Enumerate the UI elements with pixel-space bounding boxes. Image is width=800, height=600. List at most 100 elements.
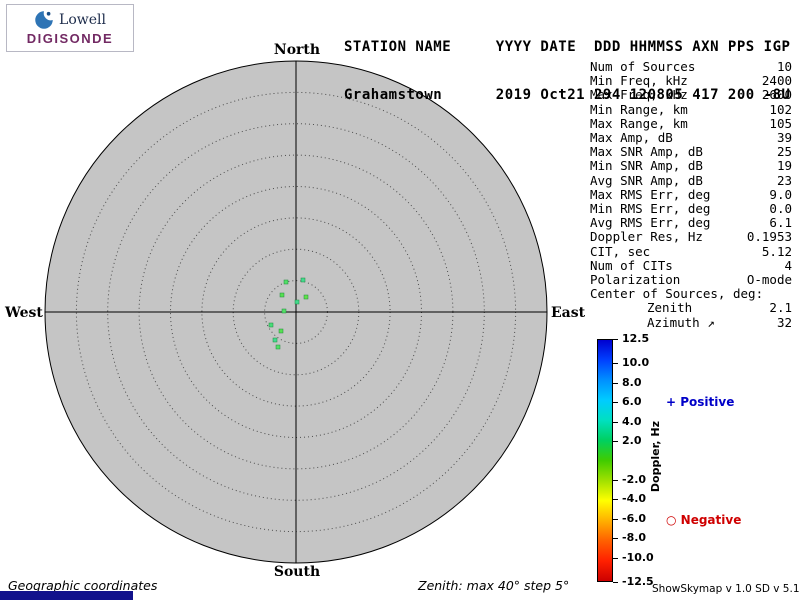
- stat-value: 0.0: [769, 201, 792, 217]
- source-point: [272, 337, 278, 343]
- colorbar-tick: [613, 402, 618, 404]
- stat-row: Avg RMS Err, deg 6.1: [590, 216, 792, 230]
- logo-product-text: DIGISONDE: [26, 31, 114, 46]
- compass-north-label: North: [273, 42, 321, 58]
- header-block: STATION NAME YYYY DATE DDD HHMMSS AXN PP…: [344, 7, 790, 135]
- colorbar-tick: [613, 538, 618, 540]
- stat-label: Avg SNR Amp, dB: [590, 172, 703, 188]
- stat-label: Max Range, km: [590, 115, 688, 131]
- colorbar-tick-label: -10.0: [622, 550, 654, 564]
- stat-value: 4: [784, 257, 792, 273]
- coordinate-system-label: Geographic coordinates: [8, 578, 158, 593]
- stat-row: Polarization O-mode: [590, 272, 792, 288]
- stat-value: 0.1953: [746, 229, 792, 245]
- source-point: [275, 344, 281, 350]
- stat-row: Max Freq, kHz 2600: [590, 88, 792, 102]
- colorbar-tick-label: 12.5: [622, 331, 650, 345]
- version-label: ShowSkymap v 1.0 SD v 5.1: [652, 583, 800, 595]
- colorbar-tick: [613, 557, 618, 559]
- stat-value: 10: [776, 59, 792, 74]
- colorbar-tick: [613, 382, 618, 384]
- stat-label: Min RMS Err, deg: [590, 201, 711, 217]
- colorbar-tick-label: -6.0: [622, 511, 647, 525]
- stat-value: 6.1: [769, 215, 792, 231]
- taskbar-fragment: [0, 591, 133, 600]
- colorbar-tick: [613, 518, 618, 520]
- stat-label: Azimuth ↗: [647, 314, 715, 330]
- stat-label: Avg RMS Err, deg: [590, 215, 711, 231]
- colorbar-tick: [613, 499, 618, 501]
- stat-row: Min RMS Err, deg 0.0: [590, 201, 792, 217]
- stat-label: CIT, sec: [590, 243, 651, 259]
- stat-value: 102: [769, 101, 792, 117]
- stat-row: Min Freq, kHz 2400: [590, 74, 792, 88]
- source-point: [294, 299, 300, 305]
- stat-row: Max Range, km 105: [590, 115, 792, 131]
- compass-east-label: East: [551, 305, 586, 321]
- stat-row: Azimuth ↗ 32: [590, 314, 792, 330]
- colorbar-tick: [613, 363, 618, 365]
- header-field-names: STATION NAME YYYY DATE DDD HHMMSS AXN PP…: [344, 39, 791, 55]
- colorbar-tick: [613, 339, 618, 340]
- source-point: [279, 292, 285, 298]
- colorbar-tick-label: 4.0: [622, 414, 642, 428]
- compass-west-label: West: [5, 305, 43, 321]
- stat-value: 19: [776, 158, 792, 174]
- stat-row: Avg SNR Amp, dB 23: [590, 172, 792, 188]
- stat-row: Max Amp, dB 39: [590, 130, 792, 146]
- source-point: [300, 277, 306, 283]
- stat-row: CIT, sec 5.12: [590, 243, 792, 259]
- source-point: [281, 308, 287, 314]
- stat-value: 105: [769, 115, 792, 131]
- stat-label: Min Range, km: [590, 101, 688, 117]
- stat-row: Num of CITs 4: [590, 257, 792, 273]
- logo-brand-text: Lowell: [59, 12, 106, 28]
- stat-row: Center of Sources, deg:: [590, 287, 792, 301]
- source-point: [278, 328, 284, 334]
- stat-label: Num of Sources: [590, 59, 696, 74]
- colorbar-axis-label: Doppler, Hz: [649, 421, 662, 493]
- stat-label: Max SNR Amp, dB: [590, 144, 703, 160]
- stat-label: Zenith: [647, 300, 693, 316]
- colorbar-tick-label: 6.0: [622, 395, 642, 409]
- stat-value: 39: [776, 130, 792, 146]
- lowell-digisonde-logo: Lowell DIGISONDE: [6, 4, 134, 52]
- stat-value: 2.1: [769, 300, 792, 316]
- colorbar-tick-label: 10.0: [622, 356, 650, 370]
- stat-label: Polarization: [590, 272, 681, 288]
- stat-row: Min Range, km 102: [590, 101, 792, 117]
- stat-label: Max RMS Err, deg: [590, 186, 711, 202]
- stat-label: Doppler Res, Hz: [590, 229, 703, 245]
- zenith-range-label: Zenith: max 40° step 5°: [418, 578, 570, 593]
- colorbar-tick: [613, 582, 618, 583]
- stat-label: Center of Sources, deg:: [590, 286, 764, 302]
- stat-value: 25: [776, 144, 792, 160]
- stats-panel: Num of Sources 10 Min Freq, kHz 2400 Max Fre…: [590, 59, 792, 330]
- stat-row: Max SNR Amp, dB 25: [590, 145, 792, 159]
- stat-value: 2400: [761, 73, 792, 89]
- stat-label: Max Freq, kHz: [590, 87, 688, 103]
- compass-south-label: South: [273, 564, 321, 580]
- stat-row: Zenith 2.1: [590, 301, 792, 315]
- source-point: [303, 294, 309, 300]
- header-field-values: Grahamstown 2019 Oct21 294 120805 417 20…: [344, 87, 791, 103]
- colorbar-tick-label: 2.0: [622, 434, 642, 448]
- stat-value: 32: [776, 314, 792, 330]
- stat-label: Min SNR Amp, dB: [590, 158, 703, 174]
- positive-doppler-legend: + Positive: [666, 395, 735, 409]
- stat-value: 2600: [761, 87, 792, 103]
- lowell-logo-icon: [35, 11, 53, 29]
- colorbar-tick-label: -8.0: [622, 531, 647, 545]
- colorbar-tick-label: -4.0: [622, 492, 647, 506]
- stat-label: Max Amp, dB: [590, 130, 673, 146]
- logo-top-row: Lowell: [34, 10, 106, 30]
- stat-row: Doppler Res, Hz 0.1953: [590, 230, 792, 244]
- stat-value: O-mode: [746, 272, 792, 288]
- colorbar-tick: [613, 421, 618, 423]
- stat-label: Min Freq, kHz: [590, 73, 688, 89]
- stat-value: 9.0: [769, 186, 792, 202]
- stat-row: Num of Sources 10: [590, 59, 792, 74]
- doppler-colorbar: [597, 339, 613, 582]
